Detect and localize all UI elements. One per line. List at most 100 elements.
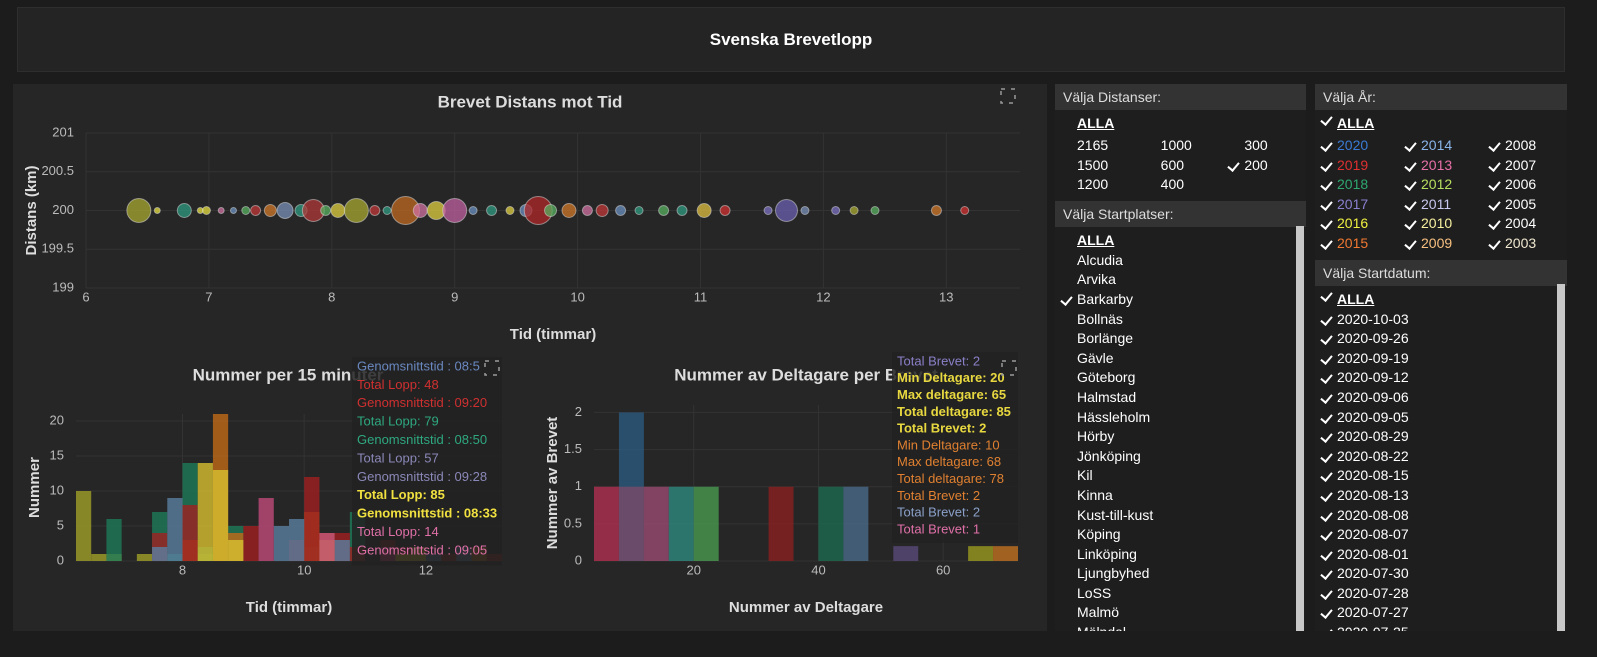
filter-option[interactable]: Bollnäs (1077, 310, 1123, 327)
bubble (831, 206, 841, 215)
scrollbar[interactable] (1557, 284, 1565, 631)
filter-option[interactable]: 2018 (1315, 175, 1399, 195)
bubble (800, 206, 810, 215)
y-tick-label: 0 (575, 552, 582, 567)
x-tick-label: 6 (82, 289, 89, 304)
filter-all[interactable]: ALLA (1077, 115, 1115, 131)
filter-option[interactable]: 2003 (1483, 234, 1567, 254)
tooltip-text: Min Deltagare: 10 (897, 437, 1000, 452)
filter-option[interactable]: Köping (1077, 526, 1121, 543)
filter-option[interactable]: 2165 (1077, 137, 1109, 153)
scrollbar[interactable] (1296, 226, 1304, 631)
filter-option[interactable]: 2007 (1483, 156, 1567, 176)
filter-option[interactable]: 2020-09-26 (1315, 329, 1567, 349)
filter-option[interactable]: Barkarby (1055, 290, 1306, 310)
filter-option[interactable]: 2020-08-13 (1315, 486, 1567, 506)
bar (258, 498, 274, 561)
x-tick-label: 11 (694, 289, 708, 304)
filter-option[interactable]: Kil (1077, 467, 1093, 484)
filter-all[interactable]: ALLA (1315, 110, 1567, 134)
filter-title: Välja Distanser: (1055, 84, 1306, 110)
filter-option[interactable]: Kinna (1077, 486, 1113, 503)
filter-option[interactable]: Göteborg (1077, 369, 1136, 386)
filter-option[interactable]: 200 (1222, 156, 1306, 176)
filter-option[interactable]: 2020-08-08 (1315, 506, 1567, 526)
filter-option[interactable]: 2020-07-30 (1315, 564, 1567, 584)
filter-option[interactable]: 2020-07-25 (1315, 623, 1567, 631)
x-axis-label: Tid (timmar) (246, 599, 332, 616)
filter-option[interactable]: 2004 (1483, 214, 1567, 234)
filter-option[interactable]: 2006 (1483, 175, 1567, 195)
filter-title: Välja Startdatum: (1315, 259, 1567, 286)
filter-option[interactable]: 2020-09-19 (1315, 349, 1567, 369)
filter-option[interactable]: 2015 (1315, 234, 1399, 254)
filter-option[interactable]: 2017 (1315, 195, 1399, 215)
filter-option[interactable]: 2011 (1399, 195, 1483, 215)
filter-option[interactable]: Halmstad (1077, 388, 1137, 405)
filter-option[interactable]: Linköping (1077, 545, 1137, 562)
filter-option[interactable]: Malmö (1077, 604, 1120, 621)
filter-option[interactable]: 2020-10-03 (1315, 310, 1567, 330)
filter-option[interactable]: 2019 (1315, 156, 1399, 176)
filter-option[interactable]: 2014 (1399, 136, 1483, 156)
filter-option[interactable]: 600 (1160, 156, 1185, 173)
filter-option[interactable]: Hörby (1077, 428, 1115, 445)
filter-option[interactable]: 2020-08-15 (1315, 466, 1567, 486)
bubble (486, 205, 498, 216)
filter-option[interactable]: 1200 (1077, 176, 1109, 193)
y-axis-label: Distans (km) (23, 165, 40, 255)
bubble (615, 205, 627, 216)
filter-option[interactable]: 2020-07-28 (1315, 584, 1567, 604)
bar (334, 540, 350, 561)
filter-option[interactable]: Mölndal (1055, 623, 1306, 631)
chart-title: Nummer per 15 minuter (193, 365, 384, 384)
bubble (505, 206, 515, 215)
tooltip-text: Genomsnittstid : 08:50 (357, 432, 487, 447)
filter-option[interactable]: Arvika (1077, 271, 1116, 288)
filter-all[interactable]: ALLA (1077, 231, 1115, 248)
filter-option[interactable]: 2005 (1483, 195, 1567, 215)
bubble (241, 206, 251, 215)
tooltip-text: Total Lopp: 48 (357, 377, 439, 392)
filter-option[interactable]: Gävle (1077, 349, 1114, 366)
filter-option[interactable]: 2020-09-06 (1315, 388, 1567, 408)
bubble (634, 206, 644, 215)
bar (968, 546, 994, 561)
filter-option[interactable]: LoSS (1077, 584, 1112, 601)
filter-option[interactable]: 400 (1160, 176, 1185, 193)
filter-option[interactable]: 2010 (1399, 214, 1483, 234)
y-tick-label: 10 (50, 482, 64, 497)
filter-option[interactable]: 2020-08-29 (1315, 427, 1567, 447)
filter-all[interactable]: ALLA (1315, 286, 1567, 310)
filter-option[interactable]: 300 (1244, 137, 1268, 153)
filter-option[interactable]: 1500 (1077, 156, 1109, 173)
filter-option[interactable]: 2013 (1399, 156, 1483, 176)
tooltip (892, 352, 1018, 543)
filter-option[interactable]: 2020-08-07 (1315, 525, 1567, 545)
filter-option[interactable]: Ljungbyhed (1077, 565, 1150, 582)
filter-option[interactable]: Hässleholm (1077, 408, 1151, 425)
x-tick-label: 9 (451, 289, 458, 304)
filter-option[interactable]: 2020-07-27 (1315, 603, 1567, 623)
filter-option[interactable]: 2020 (1315, 136, 1399, 156)
filter-option[interactable]: 2020-09-12 (1315, 368, 1567, 388)
filter-options: Alcudia Arvika Barkarby Bollnäs Borlänge Gävl… (1055, 251, 1306, 631)
filter-option[interactable]: 2008 (1483, 136, 1567, 156)
y-tick-label: 15 (50, 447, 64, 462)
tooltip-text: Genomsnittstid : 09:28 (357, 469, 487, 484)
filter-option[interactable]: Borlänge (1077, 330, 1134, 347)
filter-option[interactable]: Kust-till-kust (1077, 506, 1154, 523)
filter-option[interactable]: Alcudia (1077, 251, 1123, 268)
filter-option[interactable]: 2020-08-01 (1315, 545, 1567, 565)
filter-option[interactable]: 2020-08-22 (1315, 447, 1567, 467)
filter-option[interactable]: 2012 (1399, 175, 1483, 195)
filter-options: 2165 1000 300 1500 600 200 1200 400 (1055, 134, 1306, 201)
bubble (719, 205, 731, 216)
filter-option[interactable]: 1000 (1160, 137, 1192, 153)
filter-option[interactable]: 2020-09-05 (1315, 408, 1567, 428)
filter-option[interactable]: 2016 (1315, 214, 1399, 234)
bubble (658, 205, 670, 216)
filter-option[interactable]: Jönköping (1077, 447, 1141, 464)
filter-option[interactable]: 2009 (1399, 234, 1483, 254)
bubble (442, 198, 468, 223)
